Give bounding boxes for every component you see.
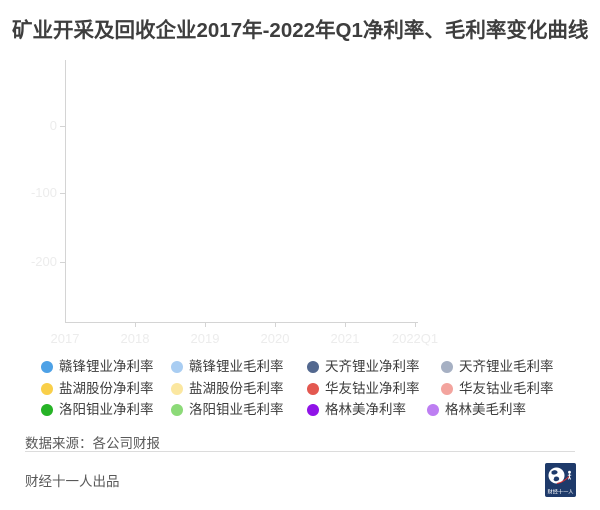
legend-dot-icon — [427, 404, 439, 416]
x-axis-tick-label: 2019 — [190, 331, 220, 346]
logo-text: 财经十一人 — [548, 488, 574, 496]
chart-title: 矿业开采及回收企业2017年-2022年Q1净利率、毛利率变化曲线 — [12, 19, 589, 42]
legend-dot-icon — [171, 361, 183, 373]
legend-label: 盐湖股份净利率 — [59, 381, 154, 396]
legend-item-tianqi-gross[interactable]: 天齐锂业毛利率 — [441, 359, 554, 375]
legend-item-huayou-gross[interactable]: 华友钴业毛利率 — [441, 381, 554, 397]
legend-label: 盐湖股份毛利率 — [189, 381, 284, 396]
legend-dot-icon — [307, 383, 319, 395]
legend-item-luoyang-net[interactable]: 洛阳钼业净利率 — [41, 402, 154, 418]
legend-label: 洛阳钼业毛利率 — [189, 402, 284, 417]
legend-dot-icon — [307, 361, 319, 373]
legend-dot-icon — [307, 404, 319, 416]
legend-item-gelinmei-gross[interactable]: 格林美毛利率 — [427, 402, 526, 418]
caijing-eleven-logo: 财经十一人 — [545, 463, 576, 497]
legend-label: 天齐锂业净利率 — [325, 359, 420, 374]
y-tick-mark — [60, 126, 65, 127]
y-axis-tick-label: -200 — [30, 254, 57, 269]
data-source-note: 数据来源：各公司财报 — [25, 436, 160, 451]
divider-line — [25, 451, 575, 452]
x-tick-mark — [275, 323, 276, 327]
x-axis-tick-label: 2017 — [50, 331, 80, 346]
x-axis-tick-label: 2018 — [120, 331, 150, 346]
legend-label: 赣锋锂业毛利率 — [189, 359, 284, 374]
legend-item-huayou-net[interactable]: 华友钴业净利率 — [307, 381, 420, 397]
logo-graphic: 财经十一人 — [545, 463, 576, 497]
legend-dot-icon — [41, 383, 53, 395]
legend-label: 格林美毛利率 — [445, 402, 526, 417]
legend-item-gelinmei-net[interactable]: 格林美净利率 — [307, 402, 406, 418]
x-tick-mark — [205, 323, 206, 327]
legend-label: 华友钴业毛利率 — [459, 381, 554, 396]
y-axis-line — [65, 60, 66, 323]
x-axis-tick-label: 2020 — [260, 331, 290, 346]
legend-label: 天齐锂业毛利率 — [459, 359, 554, 374]
legend-label: 华友钴业净利率 — [325, 381, 420, 396]
x-axis-line — [65, 322, 418, 323]
legend-dot-icon — [41, 404, 53, 416]
y-axis-tick-label: -100 — [30, 185, 57, 200]
publisher-credit: 财经十一人出品 — [25, 474, 120, 489]
x-tick-mark — [135, 323, 136, 327]
legend-item-ganfeng-gross[interactable]: 赣锋锂业毛利率 — [171, 359, 284, 375]
x-tick-mark — [345, 323, 346, 327]
legend-item-ganfeng-net[interactable]: 赣锋锂业净利率 — [41, 359, 154, 375]
legend-label: 洛阳钼业净利率 — [59, 402, 154, 417]
person-icon — [568, 470, 571, 474]
legend-dot-icon — [171, 383, 183, 395]
legend-label: 格林美净利率 — [325, 402, 406, 417]
legend-label: 赣锋锂业净利率 — [59, 359, 154, 374]
legend-item-tianqi-net[interactable]: 天齐锂业净利率 — [307, 359, 420, 375]
legend-dot-icon — [441, 383, 453, 395]
x-tick-mark — [415, 323, 416, 327]
y-axis-tick-label: 0 — [49, 118, 57, 133]
legend-item-yanhu-gross[interactable]: 盐湖股份毛利率 — [171, 381, 284, 397]
logo-accent-line — [556, 476, 570, 484]
legend-item-luoyang-gross[interactable]: 洛阳钼业毛利率 — [171, 402, 284, 418]
legend-item-yanhu-net[interactable]: 盐湖股份净利率 — [41, 381, 154, 397]
y-tick-mark — [60, 193, 65, 194]
legend-dot-icon — [171, 404, 183, 416]
legend-dot-icon — [41, 361, 53, 373]
x-axis-tick-label: 2021 — [330, 331, 360, 346]
x-axis-tick-label: 2022Q1 — [391, 331, 439, 346]
y-tick-mark — [60, 262, 65, 263]
legend-dot-icon — [441, 361, 453, 373]
